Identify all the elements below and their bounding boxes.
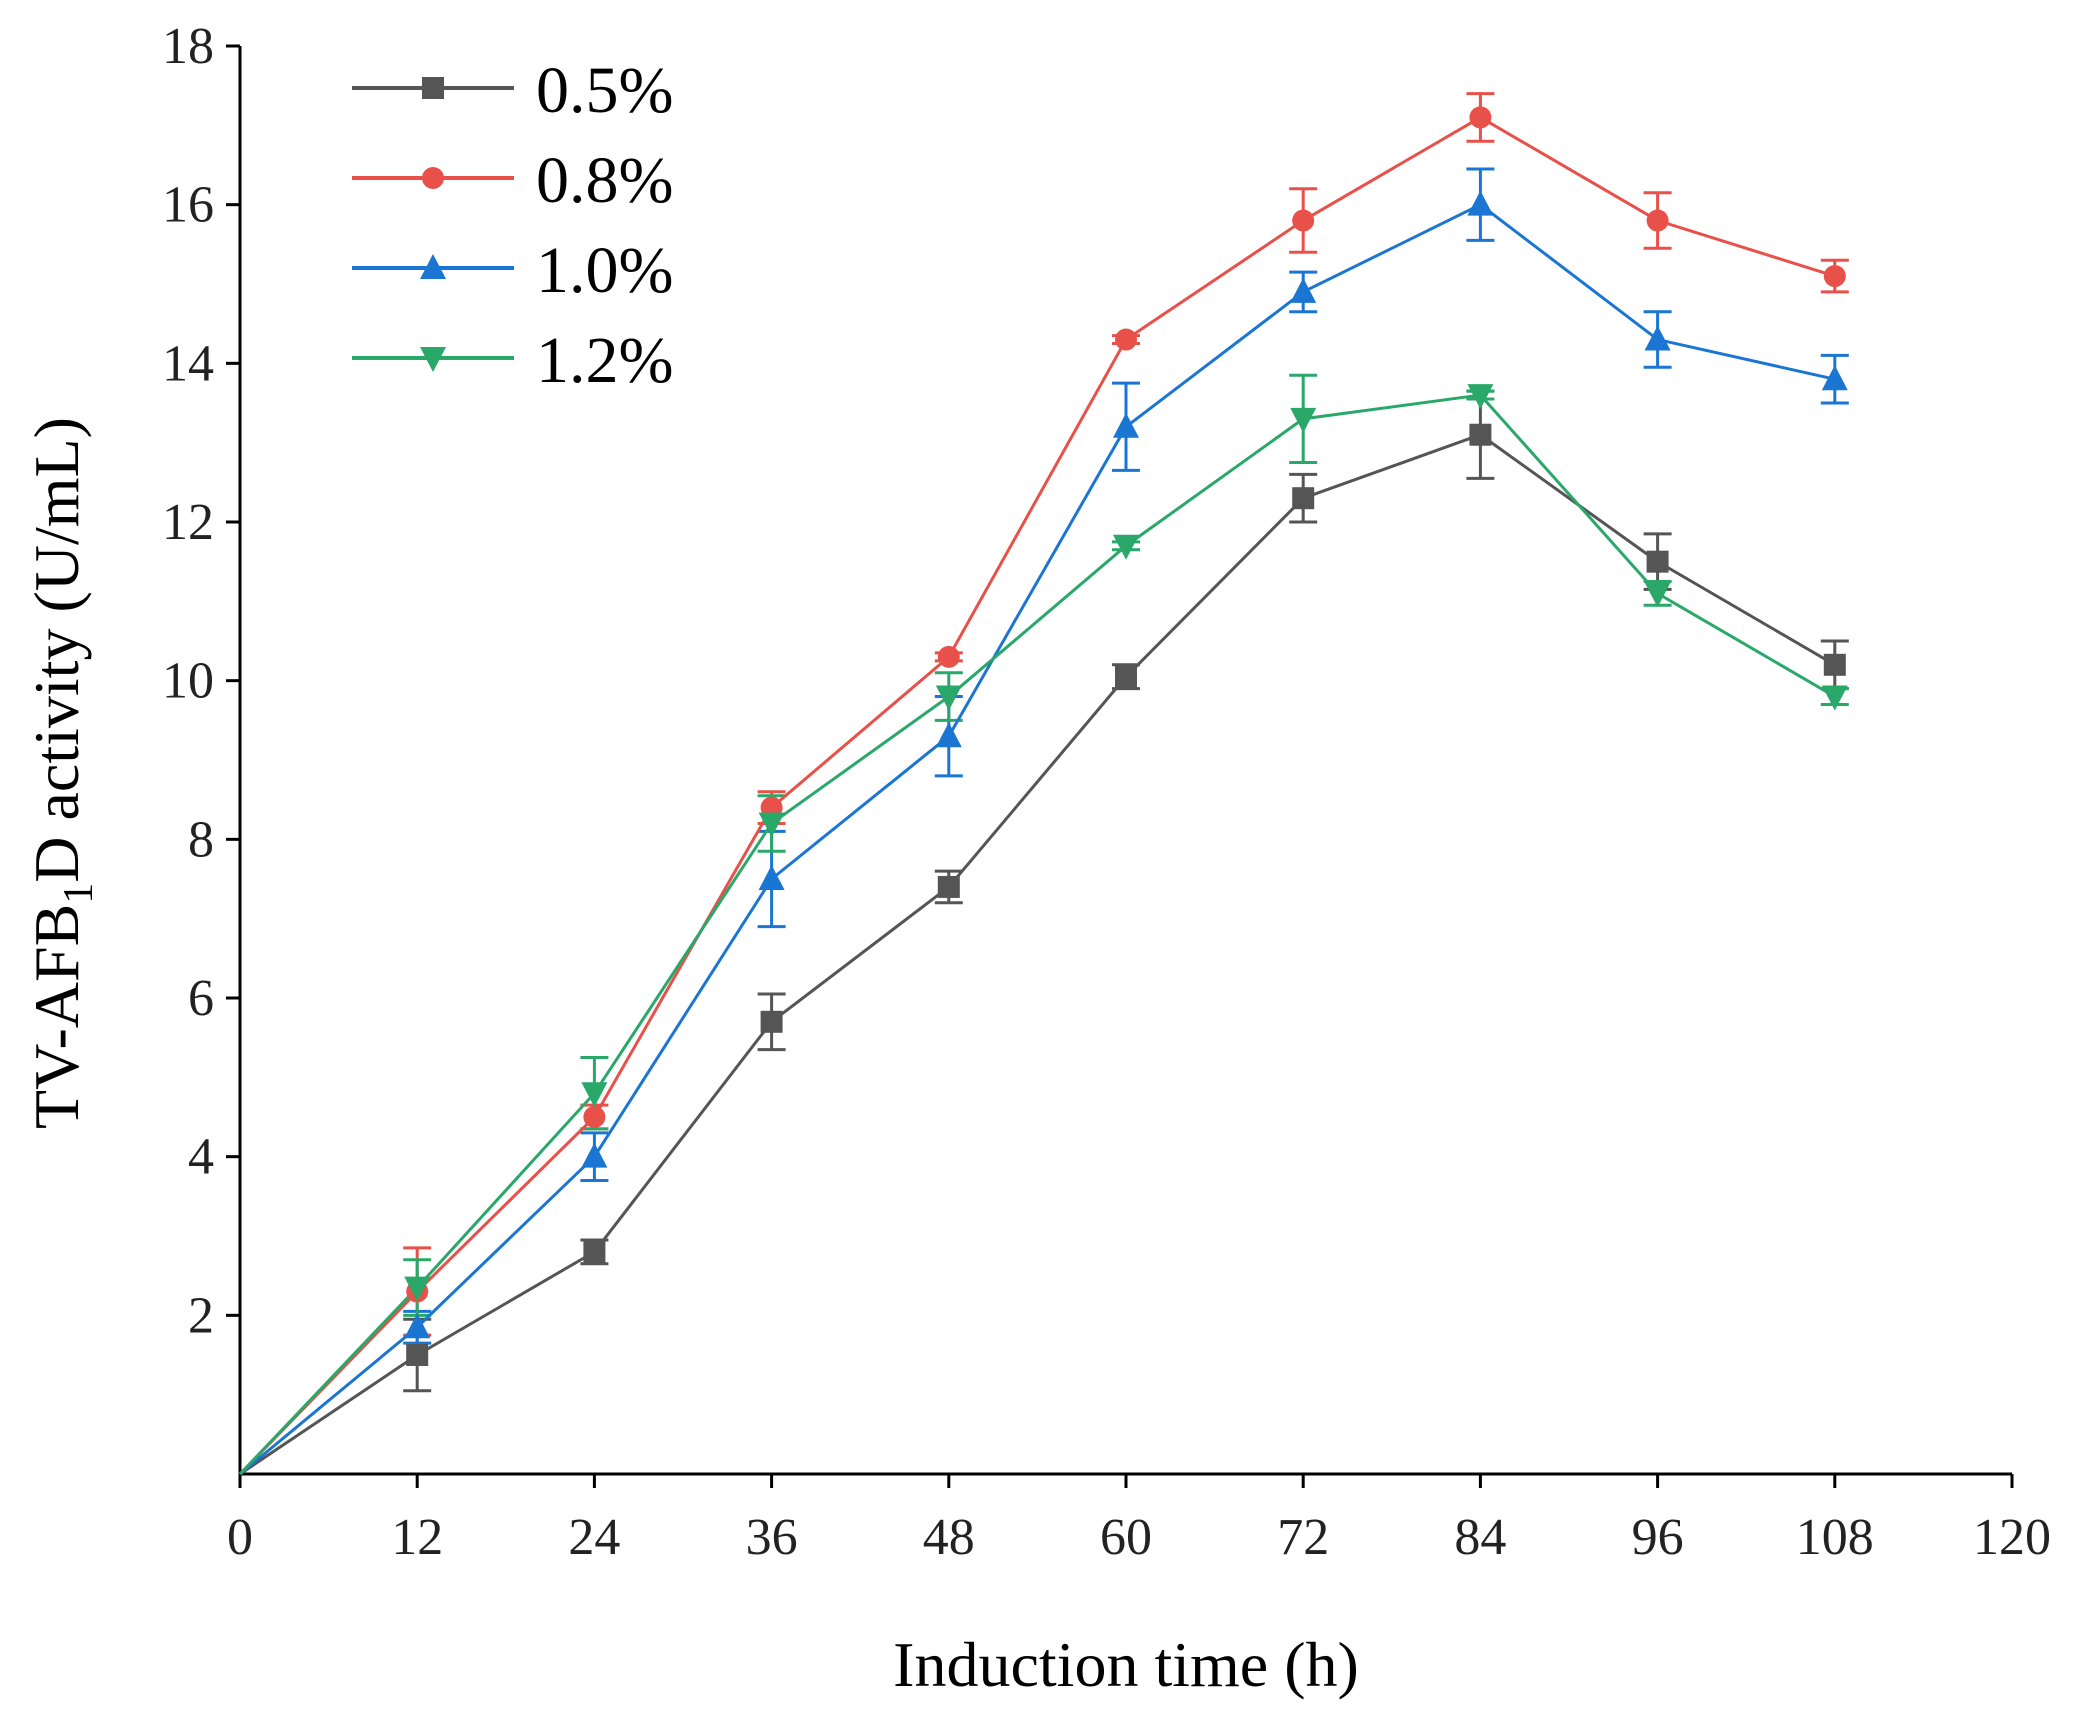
data-point <box>1290 407 1317 433</box>
x-tick-label: 108 <box>1796 1509 1874 1566</box>
data-point <box>1823 653 1846 676</box>
data-point <box>404 1313 431 1339</box>
legend-label: 1.2% <box>536 324 673 397</box>
data-point <box>1290 277 1317 303</box>
data-point <box>1115 665 1137 688</box>
y-axis-title: TV-AFB1D activity (U/mL) <box>21 417 102 1129</box>
x-tick-label: 72 <box>1277 1509 1329 1566</box>
data-point <box>1823 265 1846 288</box>
data-point <box>1469 106 1492 129</box>
series-lines <box>238 115 1836 1476</box>
data-point <box>1467 384 1494 410</box>
y-tick-label: 8 <box>188 811 214 868</box>
y-tick-label: 6 <box>188 970 214 1027</box>
data-point <box>1115 328 1137 351</box>
legend: 0.5% 0.8% 1.0% 1.2% <box>352 54 673 397</box>
y-tick-label: 10 <box>162 653 214 710</box>
series-line-1.0% <box>239 202 1836 1476</box>
data-point <box>1644 582 1671 608</box>
legend-label: 0.5% <box>536 54 673 127</box>
data-point <box>1113 534 1139 560</box>
x-tick-label: 84 <box>1454 1509 1506 1566</box>
x-tick-label: 24 <box>568 1509 620 1566</box>
legend-label: 1.0% <box>536 234 673 307</box>
legend-marker <box>422 167 444 189</box>
data-point <box>1467 190 1494 216</box>
data-point <box>581 1082 608 1108</box>
legend-marker <box>420 347 446 372</box>
data-point <box>758 865 785 890</box>
y-tick-label: 12 <box>162 494 214 551</box>
data-point <box>1113 412 1139 438</box>
data-point <box>1292 209 1315 232</box>
y-tick-label: 4 <box>188 1129 214 1186</box>
error-bars <box>403 92 1849 1393</box>
data-point <box>1469 423 1492 446</box>
y-tick-label: 14 <box>162 335 214 392</box>
series-line-1.2% <box>238 393 1836 1476</box>
data-point <box>935 685 962 711</box>
y-tick-label: 2 <box>188 1287 214 1344</box>
data-point <box>935 722 962 748</box>
y-tick-label: 18 <box>162 18 214 75</box>
y-axis-title-part1: TV-AFB <box>21 904 92 1129</box>
y-axis-title-subscript: 1 <box>56 883 102 904</box>
data-point <box>406 1344 429 1366</box>
data-point <box>583 1240 606 1263</box>
data-point <box>1821 685 1848 711</box>
legend-marker <box>422 77 444 99</box>
data-point <box>937 875 960 898</box>
legend-label: 0.8% <box>536 144 673 217</box>
x-tick-label: 0 <box>227 1509 253 1566</box>
series-markers <box>404 106 1848 1366</box>
data-point <box>1646 550 1669 573</box>
x-tick-label: 120 <box>1973 1509 2051 1566</box>
x-tick-label: 36 <box>746 1509 798 1566</box>
x-axis-title: Induction time (h) <box>893 1629 1359 1700</box>
data-point <box>1644 325 1671 351</box>
legend-marker <box>420 254 446 279</box>
data-point <box>404 1276 431 1302</box>
y-axis-title-part2: D activity (U/mL) <box>21 417 92 883</box>
data-point <box>758 812 785 838</box>
y-tick-label: 16 <box>162 177 214 234</box>
data-point <box>760 1010 783 1033</box>
series-line-0.5% <box>239 433 1836 1476</box>
series-line-0.8% <box>238 115 1836 1476</box>
data-point <box>937 645 960 668</box>
x-tick-label: 96 <box>1632 1509 1684 1566</box>
x-tick-label: 48 <box>923 1509 975 1566</box>
data-point <box>581 1142 608 1168</box>
data-point <box>583 1106 606 1128</box>
data-point <box>1821 365 1848 391</box>
x-tick-label: 12 <box>391 1509 443 1566</box>
data-point <box>1292 487 1315 510</box>
data-point <box>1646 209 1669 232</box>
x-tick-label: 60 <box>1100 1509 1152 1566</box>
